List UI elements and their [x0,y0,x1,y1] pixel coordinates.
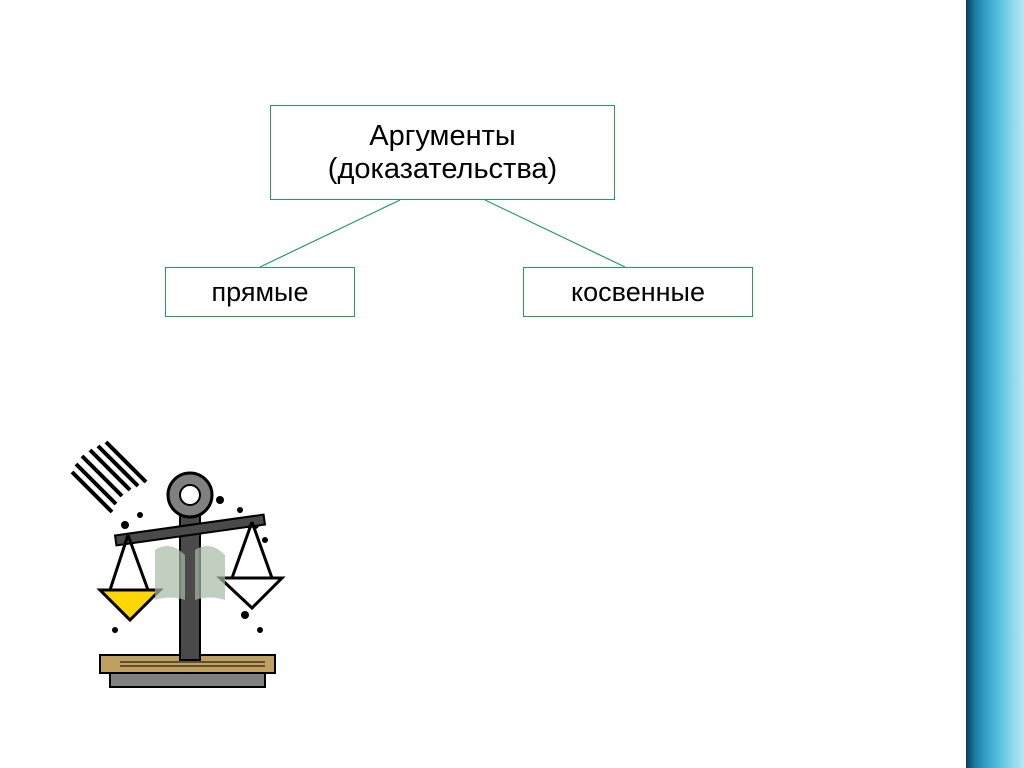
justice-scales-icon [70,440,310,700]
left-child-label: прямые [212,277,309,308]
root-node-label: Аргументы (доказательства) [287,120,598,186]
right-child-node: косвенные [523,267,753,317]
left-child-node: прямые [165,267,355,317]
root-node: Аргументы (доказательства) [270,105,615,200]
decorative-sidebar [966,0,1024,768]
right-child-label: косвенные [571,277,705,308]
